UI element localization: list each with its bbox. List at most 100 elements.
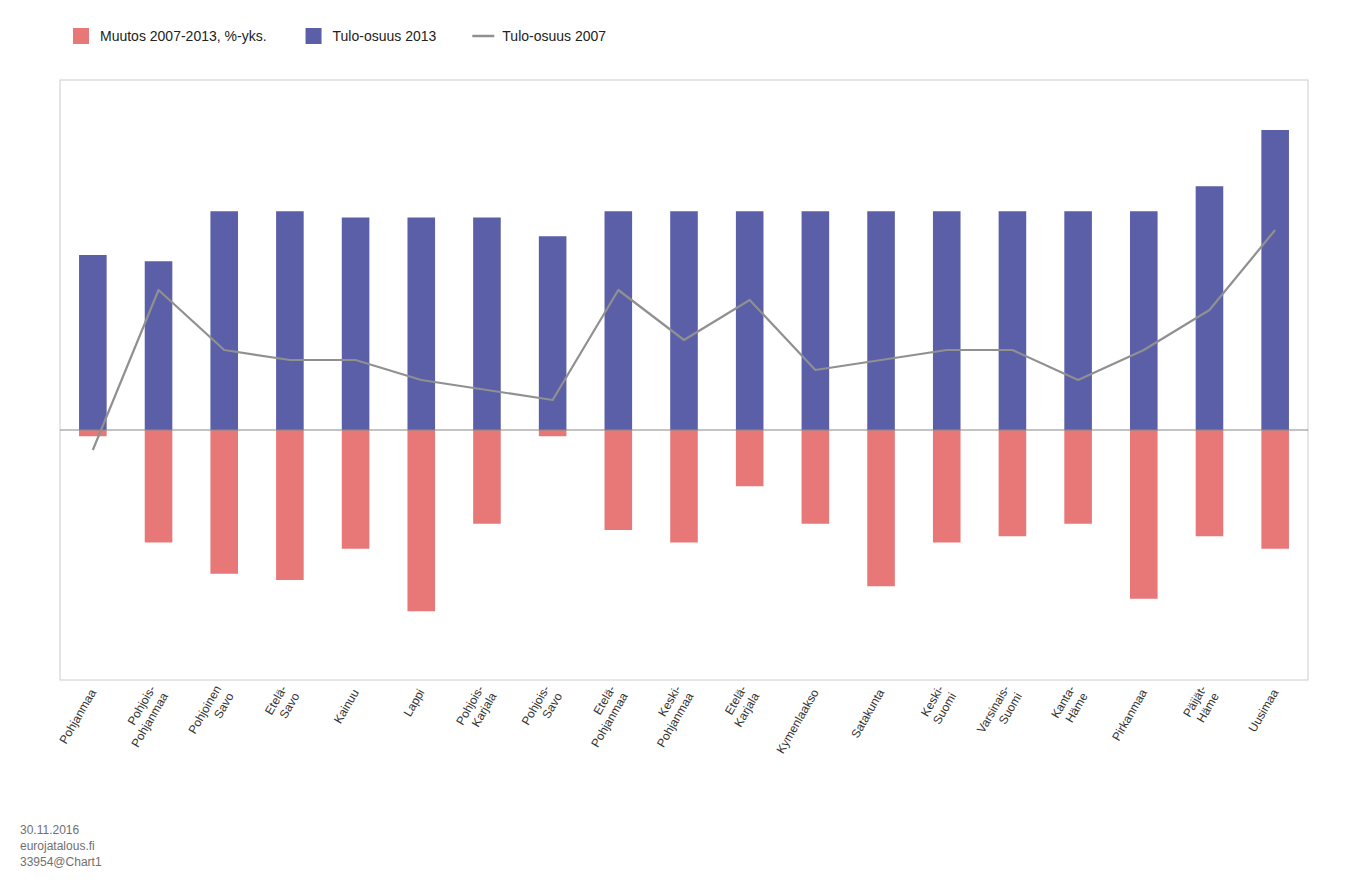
x-tick-line: Uusimaa bbox=[1246, 686, 1282, 734]
x-tick-label: Etelä-Savo bbox=[262, 683, 302, 725]
x-tick: Kanta-Häme bbox=[1048, 683, 1090, 728]
x-tick-label: Päijät-Häme bbox=[1180, 683, 1222, 727]
legend-label: Muutos 2007-2013, %-yks. bbox=[100, 28, 267, 44]
bar bbox=[867, 211, 895, 430]
x-tick-label: Kanta-Häme bbox=[1048, 683, 1090, 728]
legend-swatch bbox=[73, 28, 89, 44]
x-tick-line: Kainuu bbox=[331, 687, 362, 726]
bar bbox=[1064, 211, 1092, 430]
legend-label: Tulo-osuus 2007 bbox=[502, 28, 606, 44]
x-tick-label: Etelä-Karjala bbox=[719, 683, 762, 730]
x-tick-label: Pirkanmaa bbox=[1109, 686, 1150, 743]
zero-line bbox=[60, 430, 1308, 431]
bar bbox=[867, 430, 895, 586]
x-tick: Pirkanmaa bbox=[1109, 686, 1150, 743]
bar bbox=[210, 430, 238, 574]
x-tick-line: Kymenlaakso bbox=[773, 686, 821, 756]
x-tick: Etelä-Karjala bbox=[719, 683, 762, 730]
x-tick: Pohjois-Savo bbox=[519, 683, 565, 735]
x-tick-line: Pohjanmaa bbox=[57, 686, 100, 746]
bar bbox=[473, 218, 501, 431]
bar bbox=[605, 430, 633, 530]
x-tick: Etelä-Pohjanmaa bbox=[576, 683, 631, 750]
x-tick-line: Pohjanmaa bbox=[588, 690, 631, 750]
bar bbox=[407, 430, 435, 611]
x-tick: Etelä-Savo bbox=[262, 683, 302, 725]
x-tick-line: Suomi bbox=[996, 690, 1025, 726]
x-tick-label: Kainuu bbox=[331, 687, 362, 726]
plot-frame bbox=[60, 80, 1308, 680]
bar bbox=[605, 211, 633, 430]
bar bbox=[342, 430, 370, 549]
footer-line: eurojatalous.fi bbox=[20, 839, 95, 853]
bar bbox=[276, 430, 304, 580]
bar bbox=[210, 211, 238, 430]
x-tick-line: Karjala bbox=[469, 690, 500, 730]
x-tick: Uusimaa bbox=[1246, 686, 1282, 734]
x-tick-label: Keski-Pohjanmaa bbox=[642, 683, 697, 750]
legend: Muutos 2007-2013, %-yks. Tulo-osuus 2013 T… bbox=[73, 28, 606, 44]
x-tick-label: Etelä-Pohjanmaa bbox=[576, 683, 631, 750]
bar bbox=[933, 211, 961, 430]
bar bbox=[473, 430, 501, 524]
bar bbox=[145, 261, 173, 430]
bar bbox=[999, 430, 1027, 536]
line bbox=[93, 230, 1275, 450]
bar bbox=[539, 430, 567, 436]
legend-swatch bbox=[306, 28, 322, 44]
x-tick-label: Pohjois-Pohjanmaa bbox=[116, 683, 171, 750]
bar bbox=[670, 211, 698, 430]
bar bbox=[407, 218, 435, 431]
bar bbox=[736, 211, 764, 430]
bar bbox=[1261, 130, 1289, 430]
bar bbox=[342, 218, 370, 431]
x-tick: Keski-Suomi bbox=[918, 683, 960, 727]
x-tick-label: Varsinais-Suomi bbox=[974, 683, 1025, 743]
chart: PohjanmaaPohjois-PohjanmaaPohjoinenSavoE… bbox=[0, 0, 1348, 880]
x-tick: Päijät-Häme bbox=[1180, 683, 1222, 727]
x-tick-line: Lappi bbox=[401, 687, 428, 719]
x-tick-line: Karjala bbox=[731, 690, 762, 730]
bar bbox=[1130, 211, 1158, 430]
x-tick-line: Pirkanmaa bbox=[1109, 686, 1150, 743]
x-tick-line: Pohjanmaa bbox=[129, 690, 172, 750]
footer-line: 33954@Chart1 bbox=[20, 855, 102, 869]
x-tick: Keski-Pohjanmaa bbox=[642, 683, 697, 750]
x-tick-label: Uusimaa bbox=[1246, 686, 1282, 734]
x-tick-line: Savo bbox=[277, 690, 303, 721]
x-tick: Varsinais-Suomi bbox=[974, 683, 1025, 743]
plot-area bbox=[60, 130, 1308, 611]
x-tick: Lappi bbox=[401, 687, 428, 719]
legend-swatch bbox=[472, 35, 494, 38]
x-tick-line: Satakunta bbox=[848, 686, 887, 740]
x-tick-label: Kymenlaakso bbox=[773, 686, 821, 756]
bar bbox=[1064, 430, 1092, 524]
x-tick: PohjoinenSavo bbox=[185, 683, 236, 744]
legend-item: Tulo-osuus 2013 bbox=[306, 28, 437, 44]
bar bbox=[1261, 430, 1289, 549]
x-tick-line: Pohjanmaa bbox=[654, 690, 697, 750]
bar bbox=[736, 430, 764, 486]
x-tick-label: Satakunta bbox=[848, 686, 887, 740]
bar bbox=[999, 211, 1027, 430]
x-tick-label: PohjoinenSavo bbox=[185, 683, 236, 744]
legend-item: Muutos 2007-2013, %-yks. bbox=[73, 28, 267, 44]
x-tick: Pohjois-Pohjanmaa bbox=[116, 683, 171, 750]
x-tick-line: Savo bbox=[539, 690, 565, 721]
bar bbox=[1196, 186, 1224, 430]
x-tick-label: Pohjois-Karjala bbox=[453, 683, 499, 735]
x-tick-line: Häme bbox=[1062, 690, 1090, 725]
bar bbox=[1196, 430, 1224, 536]
bar bbox=[276, 211, 304, 430]
x-tick: Pohjois-Karjala bbox=[453, 683, 499, 735]
x-tick-line: Suomi bbox=[930, 690, 959, 726]
bar bbox=[670, 430, 698, 543]
x-tick: Satakunta bbox=[848, 686, 887, 740]
x-tick: Kymenlaakso bbox=[773, 686, 821, 756]
footer-note: 30.11.2016eurojatalous.fi33954@Chart1 bbox=[20, 823, 102, 869]
x-tick-label: Keski-Suomi bbox=[918, 683, 960, 727]
bar bbox=[79, 255, 107, 430]
x-tick-line: Savo bbox=[211, 690, 237, 721]
bar bbox=[802, 211, 830, 430]
x-tick: Pohjanmaa bbox=[57, 686, 100, 746]
